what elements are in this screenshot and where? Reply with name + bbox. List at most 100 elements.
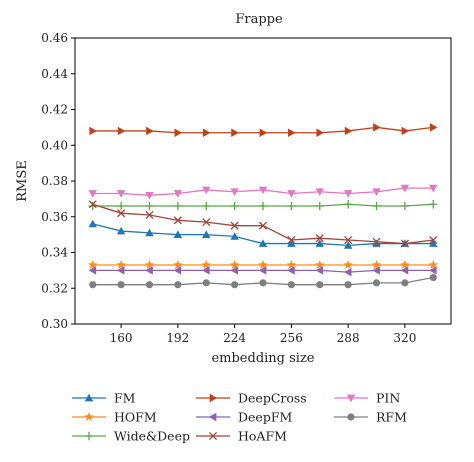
data-point-deepfm: [429, 266, 437, 275]
legend-item-pin: PIN: [334, 391, 400, 406]
data-point-wide-deep: [400, 201, 410, 211]
data-point-rfm: [174, 281, 182, 289]
data-point-pin: [173, 190, 183, 198]
series-fm: [88, 219, 438, 249]
legend-label-rfm: RFM: [376, 410, 407, 425]
data-point-fm: [116, 226, 126, 235]
data-point-hofm: [343, 260, 353, 270]
data-point-hoafm: [145, 210, 154, 219]
legend-label-fm: FM: [114, 391, 136, 406]
data-point-pin: [230, 188, 239, 196]
data-point-fm: [315, 239, 324, 247]
data-point-rfm: [259, 279, 267, 287]
legend-label-wide-deep: Wide&Deep: [114, 429, 190, 444]
y-axis-label: RMSE: [15, 160, 30, 202]
data-point-deepfm: [116, 266, 125, 275]
data-point-deepfm: [287, 266, 295, 275]
data-point-wide-deep: [230, 201, 239, 211]
data-point-fm: [287, 239, 296, 247]
data-point-hofm: [229, 260, 240, 270]
data-point-deepfm: [258, 266, 267, 275]
legend-marker-deepfm: [208, 412, 217, 422]
data-point-wide-deep: [202, 201, 211, 211]
data-point-hofm: [400, 260, 410, 270]
data-point-hofm: [144, 260, 155, 270]
x-tick-label: 320: [393, 331, 416, 345]
y-tick-label: 0.32: [41, 281, 68, 295]
data-point-pin: [258, 186, 268, 195]
legend-label-hoafm: HoAFM: [238, 429, 287, 444]
data-point-deepcross: [401, 126, 410, 136]
x-tick-label: 192: [166, 331, 189, 345]
data-point-wide-deep: [88, 201, 97, 211]
data-point-deepcross: [174, 128, 183, 137]
data-point-fm: [88, 219, 97, 228]
series-layer: [87, 123, 439, 289]
legend: FM DeepCross PIN HOFM DeepFM RFM Wide&Deep HoAF…: [72, 391, 407, 444]
data-point-rfm: [344, 281, 352, 289]
data-point-hoafm: [173, 216, 182, 225]
data-point-pin: [202, 186, 211, 195]
y-tick-label: 0.46: [41, 31, 68, 45]
data-point-deepfm: [372, 266, 380, 275]
data-point-rfm: [401, 279, 409, 287]
data-point-hofm: [173, 260, 183, 270]
data-point-fm: [202, 230, 211, 238]
legend-label-hofm: HOFM: [114, 410, 157, 425]
series-rfm: [89, 273, 437, 289]
series-wide-deep: [88, 200, 438, 211]
legend-item-hofm: HOFM: [72, 410, 157, 425]
legend-marker-wide-deep: [84, 431, 94, 441]
y-tick-label: 0.40: [41, 138, 68, 152]
data-point-pin: [88, 190, 97, 198]
data-point-fm: [372, 239, 381, 247]
data-point-hofm: [201, 260, 211, 270]
series-pin: [88, 184, 438, 200]
data-point-rfm: [429, 273, 437, 282]
y-tick-label: 0.42: [41, 103, 68, 117]
legend-label-deepfm: DeepFM: [238, 410, 292, 425]
data-point-pin: [145, 191, 154, 200]
legend-marker-deepcross: [209, 393, 218, 403]
legend-label-pin: PIN: [376, 391, 400, 406]
data-point-hoafm: [372, 237, 381, 246]
data-point-wide-deep: [287, 201, 296, 211]
data-point-hofm: [428, 260, 439, 270]
x-tick-label: 256: [280, 331, 303, 345]
y-tick-label: 0.34: [41, 246, 68, 260]
data-point-deepcross: [316, 128, 324, 137]
chart-title: Frappe: [235, 12, 283, 27]
data-point-pin: [429, 184, 438, 193]
legend-item-hoafm: HoAFM: [196, 429, 287, 444]
data-point-hoafm: [88, 200, 97, 209]
data-point-deepcross: [259, 128, 268, 137]
legend-item-fm: FM: [72, 391, 136, 406]
data-point-deepcross: [344, 126, 353, 136]
data-point-wide-deep: [173, 201, 183, 211]
series-hofm: [87, 260, 439, 270]
data-point-rfm: [372, 279, 381, 287]
x-axis-label: embedding size: [211, 351, 314, 366]
data-point-deepcross: [231, 128, 239, 137]
legend-marker-fm: [84, 393, 94, 402]
y-tick-label: 0.44: [41, 67, 68, 81]
x-tick-label: 224: [223, 331, 246, 345]
data-point-wide-deep: [429, 200, 438, 209]
x-axis: 160 192 224 256 288 320: [110, 324, 416, 345]
data-point-deepcross: [202, 128, 211, 137]
data-point-deepcross: [429, 123, 438, 132]
data-point-hoafm: [315, 234, 324, 243]
data-point-hoafm: [429, 235, 438, 245]
data-point-deepcross: [117, 126, 126, 136]
data-point-deepfm: [343, 267, 352, 277]
data-point-deepcross: [288, 128, 296, 137]
data-point-deepfm: [145, 266, 153, 275]
data-point-deepfm: [202, 266, 210, 275]
data-point-fm: [343, 241, 353, 249]
y-tick-label: 0.30: [41, 317, 68, 331]
series-deepcross: [89, 123, 438, 137]
data-point-pin: [400, 184, 410, 193]
legend-item-deepfm: DeepFM: [196, 410, 292, 425]
data-point-deepcross: [89, 126, 97, 136]
